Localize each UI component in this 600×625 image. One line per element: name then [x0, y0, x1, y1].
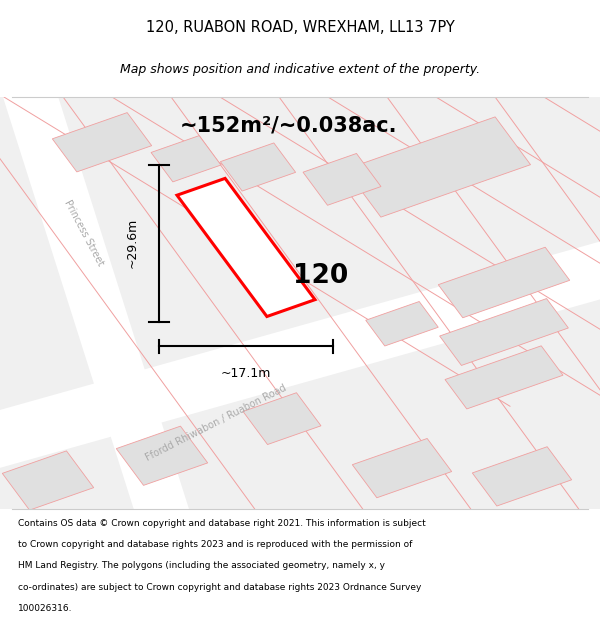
Text: to Crown copyright and database rights 2023 and is reproduced with the permissio: to Crown copyright and database rights 2…	[18, 540, 412, 549]
Text: HM Land Registry. The polygons (including the associated geometry, namely x, y: HM Land Registry. The polygons (includin…	[18, 561, 385, 571]
Text: ~29.6m: ~29.6m	[125, 218, 139, 269]
Polygon shape	[177, 178, 315, 316]
Polygon shape	[0, 97, 600, 509]
Polygon shape	[472, 447, 572, 506]
Polygon shape	[346, 117, 530, 217]
Text: 120, RUABON ROAD, WREXHAM, LL13 7PY: 120, RUABON ROAD, WREXHAM, LL13 7PY	[146, 19, 454, 34]
Polygon shape	[0, 72, 194, 534]
Text: Ffordd Rhiwabon / Ruabon Road: Ffordd Rhiwabon / Ruabon Road	[144, 382, 288, 462]
Text: Contains OS data © Crown copyright and database right 2021. This information is : Contains OS data © Crown copyright and d…	[18, 519, 426, 528]
Polygon shape	[303, 154, 381, 205]
Text: ~152m²/~0.038ac.: ~152m²/~0.038ac.	[180, 116, 398, 136]
Polygon shape	[366, 301, 438, 346]
Polygon shape	[445, 346, 563, 409]
Polygon shape	[243, 392, 321, 444]
Polygon shape	[52, 112, 152, 172]
Polygon shape	[2, 451, 94, 510]
Text: co-ordinates) are subject to Crown copyright and database rights 2023 Ordnance S: co-ordinates) are subject to Crown copyr…	[18, 582, 421, 592]
Polygon shape	[116, 426, 208, 486]
Text: Princess Street: Princess Street	[62, 198, 106, 268]
Polygon shape	[440, 299, 568, 366]
Text: 120: 120	[293, 263, 349, 289]
Text: 100026316.: 100026316.	[18, 604, 73, 613]
Polygon shape	[0, 229, 600, 481]
Polygon shape	[151, 136, 221, 182]
Text: Map shows position and indicative extent of the property.: Map shows position and indicative extent…	[120, 63, 480, 76]
Polygon shape	[438, 248, 570, 318]
Polygon shape	[220, 143, 296, 191]
Polygon shape	[352, 439, 452, 498]
Text: ~17.1m: ~17.1m	[221, 367, 271, 380]
